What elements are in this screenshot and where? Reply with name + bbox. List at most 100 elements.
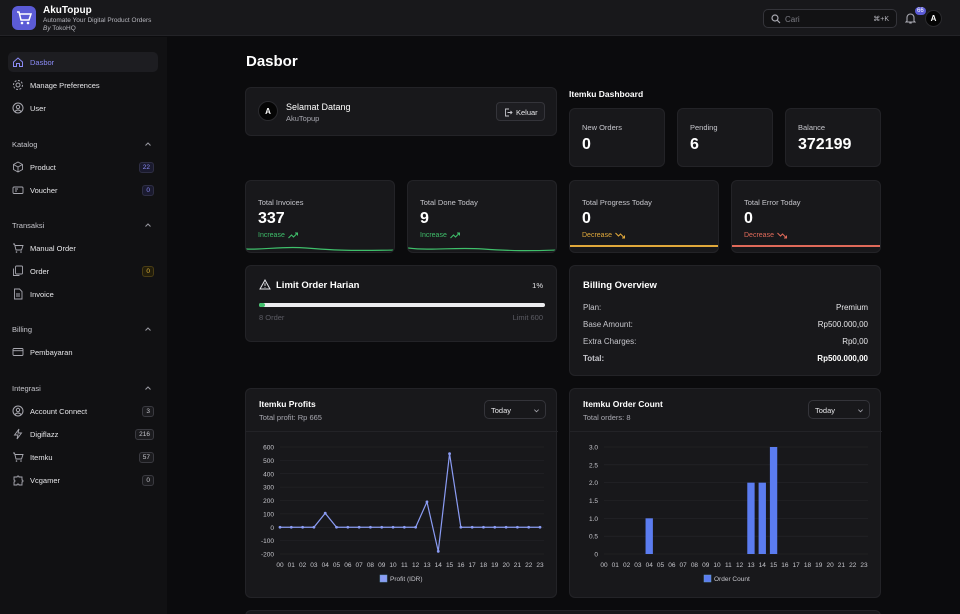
- x-tick-label: 06: [668, 562, 676, 569]
- trend-indicator: Increase: [258, 232, 298, 239]
- puzzle-icon: [13, 475, 24, 486]
- search-shortcut: ⌘+K: [873, 16, 889, 23]
- chart-title: Itemku Order Count: [583, 399, 663, 409]
- data-point: [323, 511, 327, 515]
- period-select[interactable]: Today: [484, 400, 546, 419]
- chevron-up-icon[interactable]: [144, 325, 152, 333]
- legend-swatch: [379, 574, 388, 583]
- trend-indicator: Increase: [420, 232, 460, 239]
- count-badge: 0: [142, 266, 154, 277]
- profits-chart-card: Itemku Profits Total profit: Rp 665 Toda…: [245, 388, 558, 598]
- logout-button[interactable]: Keluar: [496, 102, 545, 121]
- sidebar-item-product[interactable]: Product 22: [8, 157, 158, 177]
- sidebar-item-invoice[interactable]: Invoice: [8, 284, 158, 304]
- credit-card-icon: [12, 348, 24, 356]
- avatar[interactable]: A: [925, 10, 942, 27]
- x-tick-label: 07: [680, 562, 688, 569]
- trend-indicator: Decrease: [582, 232, 625, 239]
- y-tick-label: 500: [263, 458, 274, 465]
- x-tick-label: 11: [401, 562, 408, 569]
- x-tick-label: 12: [736, 562, 744, 569]
- period-select[interactable]: Today: [808, 400, 870, 419]
- sidebar-item-manual-order[interactable]: Manual Order: [8, 238, 158, 258]
- divider: [570, 431, 882, 432]
- count-badge: 0: [142, 185, 154, 196]
- brand-subtitle: Automate Your Digital Product Orders By …: [43, 17, 152, 32]
- x-tick-label: 19: [815, 562, 823, 569]
- sidebar-item-manage-preferences[interactable]: Manage Preferences: [8, 75, 158, 95]
- sidebar-item-account-connect[interactable]: Account Connect 3: [8, 401, 158, 421]
- data-point: [470, 525, 474, 529]
- total-done-today-card: Total Done Today 9 Increase: [407, 180, 557, 253]
- x-tick-label: 16: [457, 562, 465, 569]
- y-tick-label: 2.0: [589, 480, 598, 487]
- x-tick-label: 12: [412, 562, 420, 569]
- billing-overview-card: Billing Overview Plan: Premium Base Amoun…: [569, 265, 881, 376]
- data-point: [369, 525, 372, 529]
- bell-icon[interactable]: [905, 12, 916, 24]
- x-tick-label: 15: [770, 562, 778, 569]
- copy-icon: [13, 265, 23, 276]
- sidebar-item-itemku[interactable]: Itemku 57: [8, 447, 158, 467]
- sidebar-item-voucher[interactable]: Voucher 0: [8, 180, 158, 200]
- limit-percent: 1%: [532, 281, 543, 290]
- chevron-down-icon: [534, 409, 539, 413]
- total-error-today-card: Total Error Today 0 Decrease: [731, 180, 881, 253]
- search-input[interactable]: Cari ⌘+K: [763, 9, 897, 28]
- brand-title: AkuTopup: [43, 5, 92, 16]
- sidebar-item-vcgamer[interactable]: Vcgamer 0: [8, 470, 158, 490]
- sidebar-item-user[interactable]: User: [8, 98, 158, 118]
- chevron-up-icon[interactable]: [144, 140, 152, 148]
- chevron-up-icon[interactable]: [144, 384, 152, 392]
- data-point: [482, 525, 485, 529]
- stat-label: Total Error Today: [744, 198, 801, 207]
- stat-value: 6: [690, 136, 699, 153]
- welcome-name: AkuTopup: [286, 114, 320, 123]
- lightning-icon: [13, 428, 23, 440]
- sparkline: [732, 245, 880, 247]
- x-tick-label: 09: [702, 562, 710, 569]
- notification-count: 66: [915, 7, 926, 15]
- y-tick-label: 100: [263, 511, 274, 518]
- x-tick-label: 07: [356, 562, 364, 569]
- y-tick-label: -200: [261, 552, 274, 559]
- cart-logo-icon[interactable]: [12, 6, 36, 30]
- x-tick-label: 02: [299, 562, 307, 569]
- sidebar: Dasbor Manage Preferences User Katalog P…: [0, 37, 167, 614]
- y-tick-label: 0: [270, 525, 274, 532]
- series-line: [280, 453, 540, 552]
- stat-label: Balance: [798, 123, 826, 132]
- x-tick-label: 20: [502, 562, 510, 569]
- chevron-up-icon[interactable]: [144, 221, 152, 229]
- limit-order-card: Limit Order Harian 1% 8 Order Limit 600: [245, 265, 557, 342]
- search-icon: [771, 14, 781, 24]
- chart-title: Itemku Profits: [259, 399, 316, 409]
- sidebar-item-pembayaran[interactable]: Pembayaran: [8, 342, 158, 362]
- sidebar-item-label: User: [30, 104, 46, 113]
- data-point: [493, 525, 497, 529]
- x-tick-label: 20: [826, 562, 834, 569]
- x-tick-label: 03: [310, 562, 318, 569]
- data-point: [538, 525, 542, 529]
- data-point: [459, 525, 463, 529]
- bar: [747, 482, 755, 554]
- trend-up-icon: [288, 232, 298, 239]
- y-tick-label: -100: [261, 538, 274, 545]
- x-tick-label: 00: [276, 562, 284, 569]
- orders-chart-card: Itemku Order Count Total orders: 8 Today…: [569, 388, 882, 598]
- x-tick-label: 17: [793, 562, 801, 569]
- x-tick-label: 11: [725, 562, 732, 569]
- sidebar-item-order[interactable]: Order 0: [8, 261, 158, 281]
- warning-icon: [259, 279, 271, 290]
- sidebar-item-digiflazz[interactable]: Digiflazz 216: [8, 424, 158, 444]
- sidebar-item-dasbor[interactable]: Dasbor: [8, 52, 158, 72]
- chart-subtitle: Total orders: 8: [583, 413, 631, 422]
- section-integrasi-title: Integrasi: [12, 384, 41, 393]
- count-badge: 57: [138, 452, 154, 463]
- x-tick-label: 04: [322, 562, 330, 569]
- data-point: [312, 525, 316, 529]
- pending-card: Pending 6: [677, 108, 773, 167]
- x-tick-label: 17: [469, 562, 477, 569]
- itemku-dashboard-title: Itemku Dashboard: [569, 89, 644, 99]
